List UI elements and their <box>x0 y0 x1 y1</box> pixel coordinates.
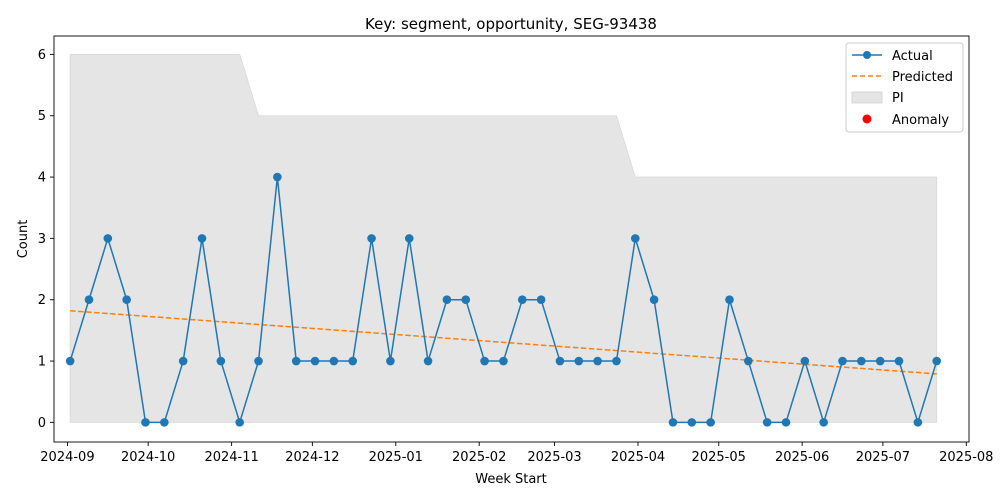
actual-point <box>122 295 131 305</box>
actual-point <box>160 418 169 427</box>
actual-point <box>668 418 678 427</box>
actual-point <box>480 356 489 366</box>
actual-point <box>800 356 810 366</box>
actual-point <box>725 295 734 305</box>
legend-box <box>845 42 964 133</box>
x-tick-label: 2024-12 <box>285 450 339 465</box>
actual-point <box>555 356 565 366</box>
actual-point <box>612 356 621 366</box>
actual-point <box>838 356 847 366</box>
actual-point <box>781 418 791 427</box>
actual-point <box>819 418 828 427</box>
legend: Actual Predicted PI Anomaly <box>845 42 964 133</box>
actual-point <box>574 356 584 366</box>
x-axis-label: Week Start <box>475 472 547 487</box>
legend-pi-swatch-icon <box>851 91 883 104</box>
legend-actual-marker-icon <box>863 51 871 59</box>
x-tick-label: 2025-02 <box>452 450 506 465</box>
x-tick-label: 2024-09 <box>40 450 94 465</box>
actual-point <box>291 356 301 366</box>
y-tick-label: 5 <box>38 109 46 124</box>
y-tick-label: 6 <box>38 48 46 63</box>
pi-band <box>69 54 938 423</box>
actual-point <box>499 356 508 366</box>
y-tick-label: 1 <box>38 355 46 370</box>
actual-point <box>386 356 395 366</box>
actual-point <box>762 418 772 427</box>
actual-point <box>593 356 602 366</box>
actual-point <box>913 418 923 427</box>
y-axis-ticks: 0 1 2 3 4 5 6 <box>38 48 54 431</box>
x-tick-label: 2025-06 <box>775 450 829 465</box>
actual-point <box>141 418 150 427</box>
actual-point <box>84 295 94 305</box>
actual-point <box>423 356 433 366</box>
actual-point <box>744 356 753 366</box>
actual-point <box>367 234 376 243</box>
y-tick-label: 3 <box>38 232 46 247</box>
actual-point <box>857 356 866 366</box>
actual-point <box>273 172 282 182</box>
y-tick-label: 2 <box>38 293 46 308</box>
legend-label-actual: Actual <box>892 49 933 64</box>
actual-point <box>310 356 320 366</box>
x-axis-ticks: 2024-09 2024-10 2024-11 2024-12 2025-01 2025-… <box>40 442 993 465</box>
legend-anomaly-marker-icon <box>862 114 872 124</box>
y-tick-label: 0 <box>38 416 46 431</box>
actual-point <box>197 234 207 243</box>
x-tick-label: 2025-04 <box>611 450 665 465</box>
legend-label-anomaly: Anomaly <box>892 113 949 128</box>
actual-point <box>216 356 226 366</box>
actual-point <box>536 295 546 305</box>
legend-label-pi: PI <box>892 91 904 106</box>
actual-point <box>404 234 414 243</box>
actual-point <box>103 234 113 243</box>
actual-point <box>894 356 904 366</box>
actual-point <box>235 418 244 427</box>
x-tick-label: 2025-03 <box>527 450 581 465</box>
actual-point <box>875 356 885 366</box>
x-tick-label: 2025-08 <box>939 450 993 465</box>
plot-frame <box>53 35 970 443</box>
actual-point <box>630 234 640 243</box>
actual-point <box>178 356 188 366</box>
actual-point <box>517 295 527 305</box>
chart-title: Key: segment, opportunity, SEG-93438 <box>365 15 657 33</box>
x-tick-label: 2024-10 <box>121 450 175 465</box>
actual-point <box>932 356 942 366</box>
actual-point <box>65 356 75 366</box>
actual-point <box>442 295 452 305</box>
actual-point <box>461 295 471 305</box>
actual-point <box>687 418 697 427</box>
actual-point <box>649 295 659 305</box>
actual-point <box>706 418 715 427</box>
y-tick-label: 4 <box>38 171 46 186</box>
y-axis-label: Count <box>16 220 31 259</box>
actual-point <box>348 356 358 366</box>
actual-series-layer <box>65 172 942 427</box>
x-tick-label: 2024-11 <box>204 450 258 465</box>
prediction-interval-layer <box>69 54 938 423</box>
x-tick-label: 2025-07 <box>856 450 910 465</box>
actual-point <box>254 356 263 366</box>
x-tick-label: 2025-01 <box>369 450 423 465</box>
legend-label-predicted: Predicted <box>892 70 953 85</box>
actual-point <box>329 356 339 366</box>
x-tick-label: 2025-05 <box>692 450 746 465</box>
